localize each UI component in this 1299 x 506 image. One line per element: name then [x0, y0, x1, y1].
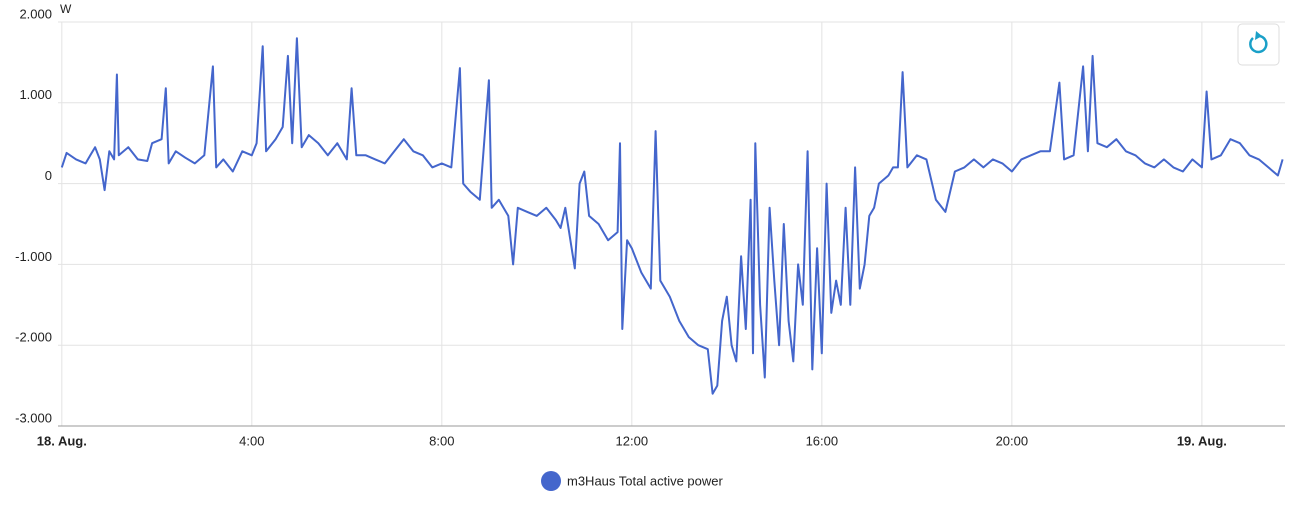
legend-marker [541, 471, 561, 491]
x-tick-label: 8:00 [429, 433, 454, 448]
y-tick-label: -1.000 [15, 249, 52, 264]
y-tick-label: -2.000 [15, 330, 52, 345]
series-line [60, 37, 1284, 395]
reset-icon-arrow [1255, 31, 1262, 40]
y-tick-label: 0 [45, 168, 52, 183]
y-tick-label: 1.000 [19, 87, 52, 102]
x-tick-label: 12:00 [616, 433, 649, 448]
x-tick-label: 18. Aug. [37, 433, 87, 448]
y-tick-label: 2.000 [19, 6, 52, 21]
x-tick-label: 16:00 [806, 433, 839, 448]
reset-button[interactable] [1237, 23, 1280, 66]
x-tick-label: 19. Aug. [1177, 433, 1227, 448]
reset-icon [1249, 34, 1268, 54]
x-tick-label: 4:00 [239, 433, 264, 448]
legend-label: m3Haus Total active power [567, 473, 724, 488]
y-unit: W [60, 2, 72, 16]
reset-button-frame[interactable] [1237, 23, 1280, 66]
x-tick-label: 20:00 [996, 433, 1029, 448]
y-tick-label: -3.000 [15, 410, 52, 425]
